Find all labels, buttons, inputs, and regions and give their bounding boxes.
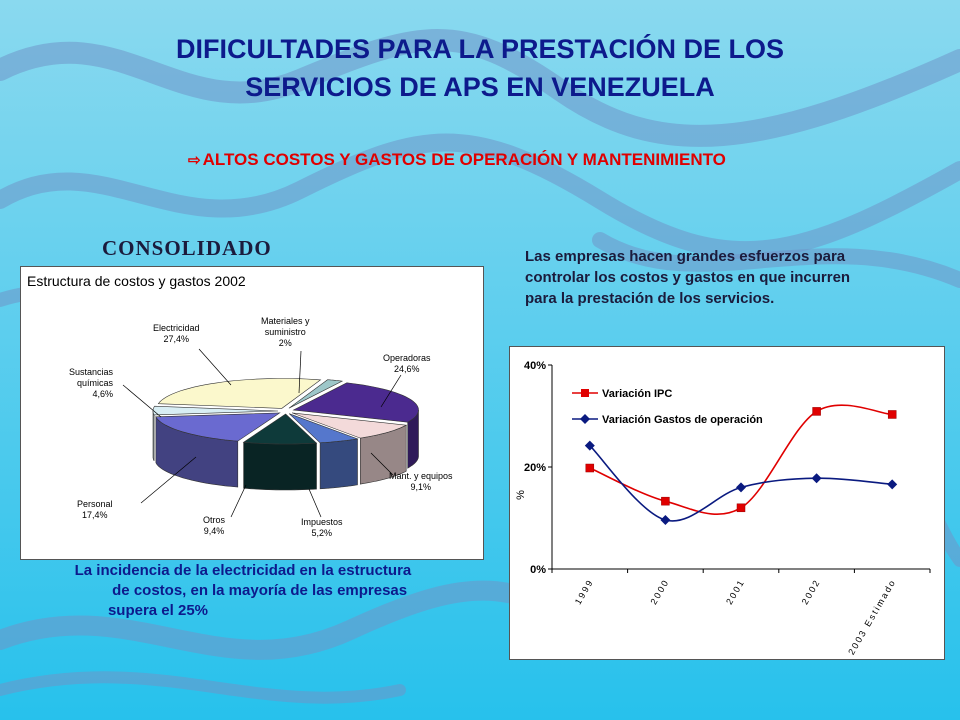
- legend-marker-2: [580, 414, 590, 424]
- gastos-point-2003 Estimado: [887, 479, 898, 490]
- pie-label-mant: Mant. y equipos 9,1%: [389, 471, 453, 492]
- x-tick-label: 1999: [573, 577, 596, 606]
- gastos-point-2002: [811, 473, 822, 484]
- pie-label-electricidad: Electricidad 27,4%: [153, 323, 200, 344]
- ipc-point-2003 Estimado: [887, 410, 897, 419]
- pie-leader-line-5: [370, 452, 394, 476]
- slide-subtitle: ⇨ ALTOS COSTOS Y GASTOS DE OPERACIÓN Y MA…: [188, 150, 948, 170]
- pie-slice-otros: [242, 413, 318, 491]
- line-chart-panel: 0% 20% 40%% 1999 2000 2001 2002 2003 Estimado Va…: [509, 346, 945, 660]
- gastos-point-2001: [736, 482, 746, 493]
- y-tick-label: 20%: [524, 462, 546, 474]
- y-tick-label: 0%: [530, 564, 546, 576]
- pie-label-materiales: Materiales y suministro 2%: [261, 316, 310, 348]
- hollow-arrow-icon: ⇨: [188, 152, 201, 169]
- gastos-point-1999: [584, 440, 595, 451]
- legend-label-2: Variación Gastos de operación: [602, 414, 763, 426]
- ipc-point-2001: [736, 503, 746, 513]
- pie-leader-line-2: [298, 350, 302, 394]
- pie-slice-materiales-y-suministro: [288, 379, 344, 409]
- ipc-point-2000: [661, 496, 670, 506]
- subtitle-text: ALTOS COSTOS Y GASTOS DE OPERACIÓN Y MAN…: [202, 150, 726, 169]
- legend-marker-1: [581, 389, 589, 397]
- pie-slice-electricidad: [157, 378, 322, 409]
- slide-title: DIFICULTADES PARA LA PRESTACIÓN DE LOS S…: [60, 30, 900, 106]
- pie-slice-impuestos: [288, 413, 359, 490]
- pie-chart-panel: Estructura de costos y gastos 2002 Elect…: [20, 266, 484, 560]
- pie-leader-line-6: [140, 456, 197, 504]
- note-column-1: La incidencia de la de costos, en supera…: [74, 562, 208, 619]
- pie-label-impuestos: Impuestos 5,2%: [301, 517, 343, 538]
- pie-slice-mant-y-equipos: [291, 412, 408, 485]
- ipc-point-1999: [585, 463, 595, 473]
- pie-label-sustancias: Sustancias químicas 4,6%: [69, 367, 114, 399]
- pie-label-personal: Personal 17,4%: [77, 499, 113, 520]
- pie-leader-line-1: [198, 348, 232, 386]
- x-tick-label: 2003 Estimado: [846, 577, 898, 657]
- pie-chart: [122, 348, 419, 518]
- consolidado-heading: CONSOLIDADO: [102, 236, 272, 260]
- title-line-1: DIFICULTADES PARA LA PRESTACIÓN DE LOS: [175, 34, 784, 64]
- pie-leader-line-3: [380, 374, 402, 408]
- ipc-point-2002: [812, 407, 821, 416]
- pie-leader-line-8: [308, 488, 322, 518]
- series-line-2: [589, 445, 893, 522]
- pie-leader-line-4: [122, 384, 162, 418]
- pie-chart-title: Estructura de costos y gastos 2002: [27, 273, 246, 289]
- pie-leader-line-7: [230, 484, 247, 518]
- x-tick-label: 2000: [648, 577, 671, 606]
- pie-label-otros: Otros 9,4%: [203, 515, 226, 536]
- line-chart: 0% 20% 40%% 1999 2000 2001 2002 2003 Estimado Va…: [515, 360, 931, 657]
- pie-label-operadoras: Operadoras 24,6%: [383, 353, 431, 374]
- pie-slice-operadoras: [292, 382, 419, 469]
- companies-paragraph: Las empresas hacen grandes esfuerzos par…: [525, 248, 851, 307]
- gastos-point-2000: [660, 515, 671, 526]
- y-axis-label: %: [515, 490, 527, 500]
- x-tick-label: 2002: [800, 577, 823, 606]
- pie-slice-personal: [155, 412, 281, 488]
- x-tick-label: 2001: [724, 577, 747, 606]
- legend-label-1: Variación IPC: [602, 388, 672, 400]
- note-column-2: electricidad en la estructura la mayoría…: [212, 562, 412, 599]
- title-line-2: SERVICIOS DE APS EN VENEZUELA: [245, 72, 715, 102]
- y-tick-label: 40%: [524, 360, 546, 372]
